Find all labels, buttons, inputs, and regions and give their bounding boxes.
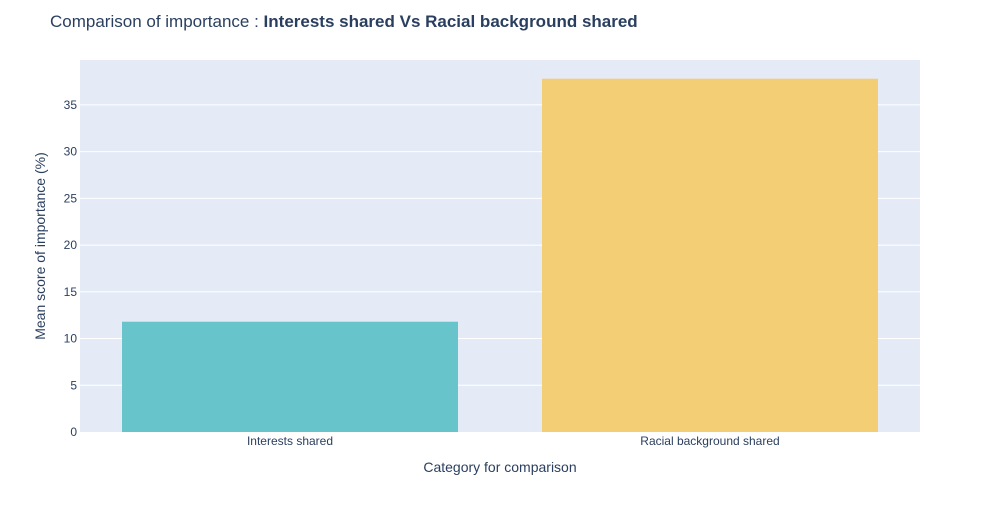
y-axis-label: Mean score of importance (%) — [32, 152, 48, 340]
y-tick-label: 0 — [70, 425, 77, 439]
y-tick-label: 35 — [64, 98, 78, 112]
y-tick-label: 25 — [64, 191, 78, 205]
bars — [122, 78, 878, 432]
chart-title-prefix: Comparison of importance : — [50, 12, 264, 31]
y-tick-label: 10 — [64, 332, 78, 346]
y-tick-label: 20 — [64, 238, 78, 252]
x-tick-label: Racial background shared — [640, 434, 779, 448]
x-tick-label: Interests shared — [247, 434, 333, 448]
bar-interests-shared — [122, 321, 458, 432]
y-tick-label: 30 — [64, 145, 78, 159]
x-axis-label: Category for comparison — [423, 459, 576, 475]
y-axis-ticks: 0 5 10 15 20 25 30 35 — [64, 98, 78, 439]
bar-racial-background-shared — [542, 78, 878, 432]
chart-title: Comparison of importance : Interests sha… — [50, 12, 638, 32]
y-tick-label: 5 — [70, 378, 77, 392]
chart-title-bold: Interests shared Vs Racial background sh… — [263, 12, 638, 31]
x-axis-ticks: Interests shared Racial background shared — [247, 434, 780, 448]
y-tick-label: 15 — [64, 285, 78, 299]
